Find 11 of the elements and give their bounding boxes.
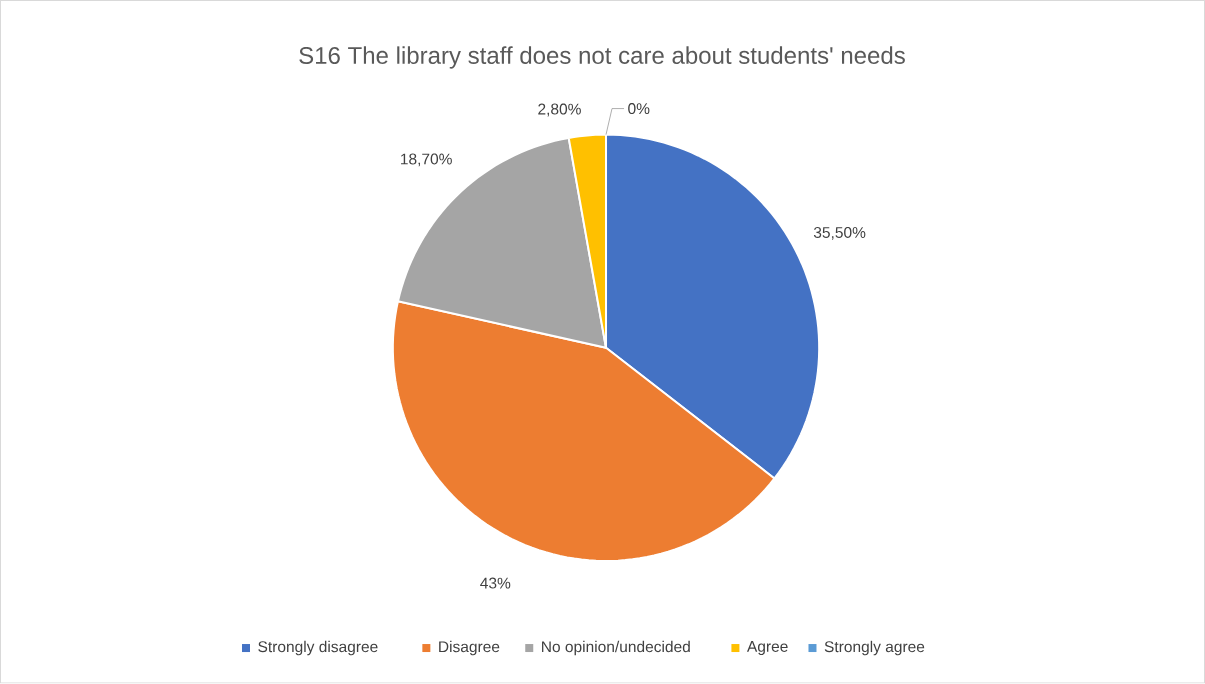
data-label: 43% [480,577,511,589]
legend-label: Strongly disagree [258,641,378,656]
legend-label: Disagree [439,641,500,656]
data-label: 18,70% [401,153,452,167]
data-label: 35,50% [813,227,866,241]
legend-label: No opinion/undecided [542,641,690,656]
data-label: 2,80% [538,103,581,117]
chart-title: S16 The library staff does not care about students' needs [299,46,905,69]
legend-label: Strongly agree [824,641,925,656]
legend-label: Agree [746,641,788,656]
text: 0% [628,103,650,115]
